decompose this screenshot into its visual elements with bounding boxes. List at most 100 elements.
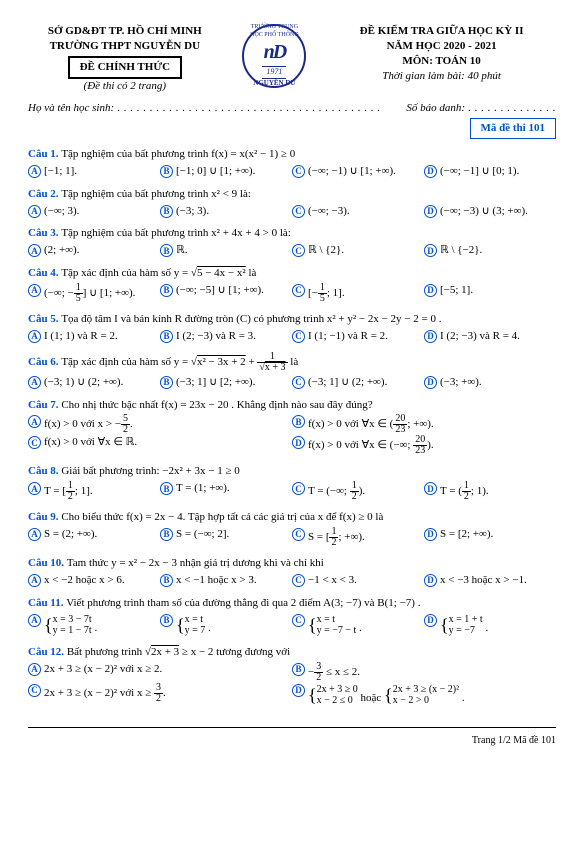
choices: A[−1; 1].B[−1; 0] ∪ [1; +∞).C(−∞; −1) ∪ … <box>28 164 556 179</box>
choice: B(−∞; −5] ∪ [1; +∞). <box>160 283 292 304</box>
choice-letter: C <box>292 376 305 389</box>
choice-text: [−15; 1]. <box>308 283 345 304</box>
question-text: Tam thức y = x² − 2x − 3 nhận giá trị dư… <box>67 557 324 569</box>
choices: A2x + 3 ≥ (x − 2)² với x ≥ 2.B−32 ≤ x ≤ … <box>28 662 556 707</box>
choice-letter: B <box>160 244 173 257</box>
header: SỞ GD&ĐT TP. HỒ CHÍ MINH TRƯỜNG THPT NGU… <box>28 24 556 93</box>
choice-text: [−5; 1]. <box>440 283 473 298</box>
logo-year: 1971 <box>262 66 286 79</box>
choice: D{2x + 3 ≥ 0x − 2 ≤ 0 hoặc {2x + 3 ≥ (x … <box>292 683 556 707</box>
choices: A{x = 3 − 7ty = 1 − 7t .B{x = ty = 7 .C{… <box>28 613 556 637</box>
choice-text: (−3; 1] ∪ (2; +∞). <box>308 375 387 390</box>
choice: Dℝ \ {−2}. <box>424 243 556 258</box>
choice-letter: C <box>292 165 305 178</box>
question-text: Tập nghiệm của bất phương trình x² + 4x … <box>61 227 291 239</box>
choice-letter: A <box>28 165 41 178</box>
choice-text: I (1; −1) và R = 2. <box>308 329 388 344</box>
question-stem: Câu 7. Cho nhị thức bậc nhất f(x) = 23x … <box>28 398 556 413</box>
choice-letter: A <box>28 574 41 587</box>
choice-text: (−∞; −5] ∪ [1; +∞). <box>176 283 264 298</box>
student-line: Họ và tên học sinh: Số báo danh: <box>28 101 556 116</box>
choice-letter: A <box>28 284 41 297</box>
question-text: Tập nghiệm của bất phương trình x² < 9 l… <box>61 188 251 200</box>
footer-rule <box>28 727 556 728</box>
question-text: Cho nhị thức bậc nhất f(x) = 23x − 20 . … <box>61 399 372 411</box>
choice: B(−3; 3). <box>160 204 292 219</box>
choice: C(−∞; −3). <box>292 204 424 219</box>
choices: A(−3; 1) ∪ (2; +∞).B(−3; 1] ∪ [2; +∞).C(… <box>28 375 556 390</box>
choices: Ax < −2 hoặc x > 6.Bx < −1 hoặc x > 3.C−… <box>28 573 556 588</box>
choices: A(−∞; 3).B(−3; 3).C(−∞; −3).D(−∞; −3) ∪ … <box>28 204 556 219</box>
choice: DT = (12; 1). <box>424 481 556 502</box>
choice-text: (−3; +∞). <box>440 375 482 390</box>
choice-text: f(x) > 0 với ∀x ∈ (−∞; 2023). <box>308 435 434 456</box>
choice-letter: C <box>28 436 41 449</box>
questions-container: Câu 1. Tập nghiệm của bất phương trình f… <box>28 147 556 707</box>
choice-letter: B <box>160 205 173 218</box>
choice: A[−1; 1]. <box>28 164 160 179</box>
question-number: Câu 6. <box>28 356 61 368</box>
choice-letter: D <box>424 330 437 343</box>
choice: B[−1; 0] ∪ [1; +∞). <box>160 164 292 179</box>
choice-text: 2x + 3 ≥ (x − 2)² với x ≥ 32. <box>44 683 166 704</box>
choice: CS = [12; +∞). <box>292 527 424 548</box>
choice-text: (2; +∞). <box>44 243 79 258</box>
choices: AT = [12; 1].BT = (1; +∞).CT = (−∞; 12).… <box>28 481 556 502</box>
student-name-label: Họ và tên học sinh: <box>28 102 114 114</box>
logo-ring-bottom: NGUYỄN DU <box>253 79 295 88</box>
choice-letter: C <box>292 330 305 343</box>
choice-letter: B <box>160 284 173 297</box>
question-stem: Câu 3. Tập nghiệm của bất phương trình x… <box>28 226 556 241</box>
question-text: Giải bất phương trình: −2x² + 3x − 1 ≥ 0 <box>61 465 239 477</box>
choice: AS = (2; +∞). <box>28 527 160 548</box>
question-text: Tập nghiệm của bất phương trình f(x) = x… <box>61 148 295 160</box>
choice: A(−∞; −15] ∪ [1; +∞). <box>28 283 160 304</box>
choice-text: (−3; 3). <box>176 204 209 219</box>
choice: Dx < −3 hoặc x > −1. <box>424 573 556 588</box>
choice-letter: A <box>28 663 41 676</box>
choice: Cf(x) > 0 với ∀x ∈ ℝ. <box>28 435 292 456</box>
question: Câu 7. Cho nhị thức bậc nhất f(x) = 23x … <box>28 398 556 457</box>
choice-text: {2x + 3 ≥ 0x − 2 ≤ 0 hoặc {2x + 3 ≥ (x −… <box>308 683 465 707</box>
question-number: Câu 2. <box>28 188 61 200</box>
choice: BS = (−∞; 2]. <box>160 527 292 548</box>
choice-text: {x = 3 − 7ty = 1 − 7t . <box>44 613 97 637</box>
choice-text: x < −1 hoặc x > 3. <box>176 573 257 588</box>
student-id-label: Số báo danh: <box>406 102 465 114</box>
choice-text: (−∞; −15] ∪ [1; +∞). <box>44 283 135 304</box>
question: Câu 5. Tọa độ tâm I và bán kính R đường … <box>28 312 556 344</box>
question-number: Câu 12. <box>28 646 67 658</box>
choice: DS = [2; +∞). <box>424 527 556 548</box>
exam-code-box: Mã đề thi 101 <box>470 118 556 139</box>
choices: A(2; +∞).Bℝ.Cℝ \ {2}.Dℝ \ {−2}. <box>28 243 556 258</box>
choice-text: ℝ. <box>176 243 187 258</box>
school-name: TRƯỜNG THPT NGUYỄN DU <box>28 39 222 54</box>
choice-letter: D <box>292 436 305 449</box>
choice: C(−3; 1] ∪ (2; +∞). <box>292 375 424 390</box>
question-number: Câu 7. <box>28 399 61 411</box>
choices: Af(x) > 0 với x > −52.Bf(x) > 0 với ∀x ∈… <box>28 414 556 456</box>
choice: Bf(x) > 0 với ∀x ∈ (2023; +∞). <box>292 414 556 435</box>
choice: C−1 < x < 3. <box>292 573 424 588</box>
choice-text: ℝ \ {2}. <box>308 243 344 258</box>
choice-text: I (2; −3) và R = 3. <box>176 329 256 344</box>
choice: D{x = 1 + ty = −7 . <box>424 613 556 637</box>
choice-letter: C <box>292 482 305 495</box>
choice-text: (−∞; −3). <box>308 204 350 219</box>
choice-letter: A <box>28 376 41 389</box>
choice: A(−∞; 3). <box>28 204 160 219</box>
pages-note: (Đề thi có 2 trang) <box>28 79 222 94</box>
choice-text: −1 < x < 3. <box>308 573 357 588</box>
choices: AS = (2; +∞).BS = (−∞; 2].CS = [12; +∞).… <box>28 527 556 548</box>
question: Câu 12. Bất phương trình √2x + 3 ≥ x − 2… <box>28 645 556 707</box>
choice: A{x = 3 − 7ty = 1 − 7t . <box>28 613 160 637</box>
choice: B−32 ≤ x ≤ 2. <box>292 662 556 683</box>
exam-year: NĂM HỌC 2020 - 2021 <box>327 39 556 54</box>
choice-letter: D <box>424 482 437 495</box>
question-stem: Câu 9. Cho biểu thức f(x) = 2x − 4. Tập … <box>28 510 556 525</box>
choice-text: T = (−∞; 12). <box>308 481 365 502</box>
question-stem: Câu 6. Tập xác định của hàm số y = √x² −… <box>28 352 556 373</box>
choice-letter: D <box>424 528 437 541</box>
choice-letter: D <box>424 205 437 218</box>
choice-letter: D <box>424 376 437 389</box>
